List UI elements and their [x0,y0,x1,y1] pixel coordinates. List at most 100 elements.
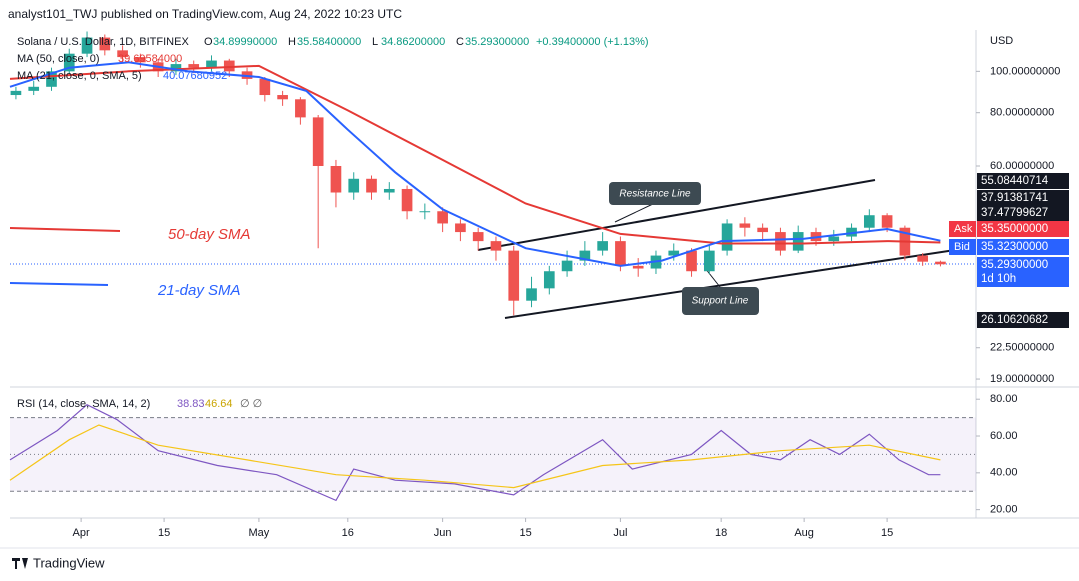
candle-body [775,232,786,251]
candle-body [526,288,537,301]
price-badge-tag [949,221,976,237]
candle-body [330,165,342,193]
support-trendline [504,249,956,319]
candle-body [419,211,431,213]
price-badge [977,205,1069,221]
candle-body [366,178,377,193]
candle-body [472,232,484,242]
candle-body [437,211,448,224]
price-badge [977,312,1069,328]
currency: USD [990,35,1013,47]
candle-body [739,223,751,228]
candle-body [846,227,857,237]
x-tick-label: Apr [73,527,90,539]
pointer [614,202,656,223]
ma21-value: 40.07680952 [163,70,227,82]
candle-body [99,37,111,51]
price-badge-tag [949,239,976,255]
rsi-value: 38.83 [177,398,205,410]
candle-body [579,250,591,261]
candle-body [312,117,324,166]
candle-body [632,265,644,269]
candle-body [170,64,182,72]
price-badge [977,239,1069,255]
candle-body [135,57,146,63]
price-badge-tag-label: Bid [954,241,970,253]
candle-body [455,223,466,233]
x-tick-label: 15 [158,527,170,539]
candle-body [828,236,840,242]
annotation-box [682,287,759,315]
legend: Solana / U.S. Dollar, 1D, BITFINEX MA (5… [17,36,649,410]
candle-body [223,60,235,72]
x-tick-label: 18 [715,527,727,539]
y-tick-label: 80.00 [990,393,1018,405]
candle-body [792,232,804,251]
ohlc-key: C [456,36,464,48]
candle-body [917,255,928,262]
candle-body [117,50,128,58]
candle-body [863,215,875,228]
price-badge-label: 55.08440714 [981,175,1049,187]
logo [12,558,28,569]
ma-line [9,61,941,267]
candle-body [490,241,502,251]
ma21-name: MA (21, close, 0, SMA, 5) [17,70,142,82]
candle-body [757,227,768,233]
candle-body [206,60,217,68]
candle-body [686,250,697,272]
change: +0.39400000 (+1.13%) [536,36,649,48]
y-tick-label: 19.00000000 [990,373,1054,385]
price-badge [977,173,1069,189]
legend-swatch [9,282,109,286]
candle-body [401,188,413,212]
y-tick-label: 60.00 [990,430,1018,442]
candle-body [543,271,555,289]
price-badge-tag-label: Ask [954,223,973,235]
candle-body [28,86,40,91]
y-tick-label: 80.00000000 [990,107,1054,119]
candle-body [721,223,733,251]
price-badge-note: 1d 10h [981,273,1016,285]
rsi-title: RSI (14, close, SMA, 14, 2) [17,398,150,410]
legend-label: 50-day SMA [168,226,251,243]
y-tick-label: 60.00000000 [990,160,1054,172]
candle-body [508,250,520,301]
candle-body [295,99,306,118]
price-badge-label: 35.29300000 [981,259,1048,271]
annotation: Support Line [692,296,749,307]
candle-body [63,53,75,72]
ohlc-key: H [288,36,296,48]
x-tick-label: 16 [342,527,354,539]
rsi-line [9,424,941,489]
candle-body [259,78,271,96]
candle-body [935,261,946,265]
ma-line [9,64,941,245]
ohlc-value: 34.89990000 [213,36,277,48]
pane [9,31,946,316]
y-tick-label: 22.50000000 [990,342,1054,354]
brand: TradingView [33,555,105,570]
publisher: analyst101_TWJ published on TradingView.… [8,7,402,21]
price-badge [977,190,1069,206]
candle-body [10,90,22,96]
ohlc-key: O [204,36,213,48]
annotation-box [609,182,701,205]
candle-body [703,250,715,272]
y-tick-label: 100.00000000 [990,65,1060,77]
candle-body [383,188,395,193]
rsi-sma-value: 46.64 [205,398,233,410]
x-tick-label: 15 [519,527,531,539]
resistance-trendline [477,179,876,251]
rsi-extra: ∅ ∅ [240,398,262,410]
price-badge-label: 26.10620682 [981,314,1048,326]
ohlc-value: 35.58400000 [297,36,361,48]
price-badge-label: 35.35000000 [981,223,1048,235]
candle-body [597,241,608,251]
candle-body [668,250,680,256]
x-tick-label: Jun [434,527,452,539]
candle-body [881,215,893,228]
y-tick-label: 20.00 [990,504,1018,516]
candle-body [188,64,200,68]
